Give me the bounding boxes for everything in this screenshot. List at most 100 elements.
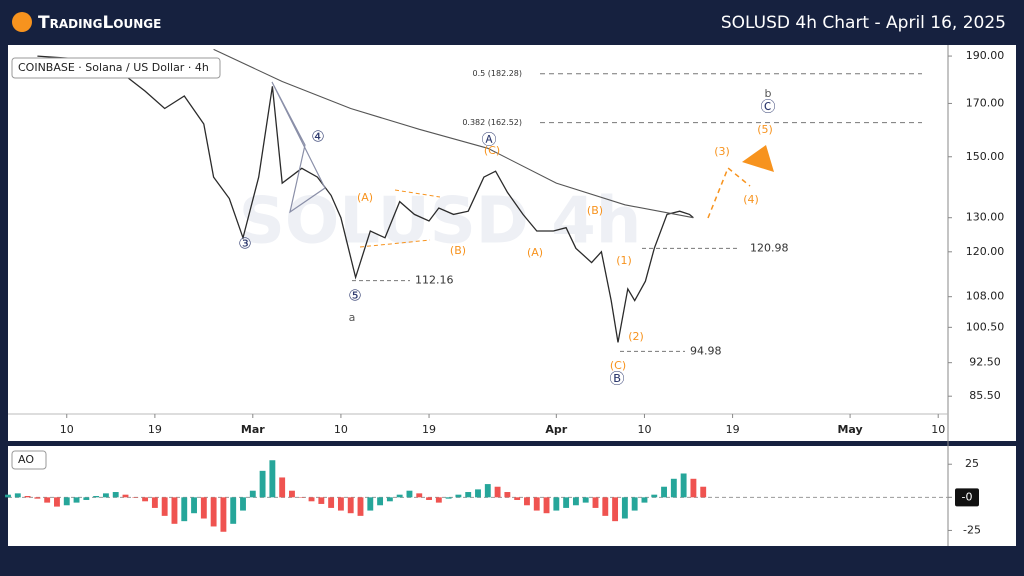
ao-bar	[367, 497, 374, 511]
y-tick-label: 120.00	[966, 245, 1005, 258]
ao-bar	[112, 492, 119, 498]
y-tick-label: 25	[965, 457, 979, 470]
y-tick-label: 190.00	[966, 49, 1005, 62]
ao-bar	[328, 497, 335, 508]
ao-bar	[416, 493, 423, 498]
triangle-pattern	[271, 81, 326, 214]
ao-bar	[680, 473, 687, 498]
wave-label: (3)	[714, 145, 730, 158]
wave-label: (B)	[587, 204, 603, 217]
x-tick-label: 19	[148, 423, 162, 436]
ao-bar	[533, 497, 540, 511]
watermark: SOLUSD 4h	[239, 185, 642, 259]
level-label: 120.98	[750, 241, 789, 254]
ao-bar	[171, 497, 178, 524]
legend-text: COINBASE · Solana / US Dollar · 4h	[18, 61, 209, 74]
fib-label: 0.5 (182.28)	[473, 69, 523, 78]
price-line	[37, 55, 694, 343]
ao-bar	[240, 497, 246, 511]
wave-label: (4)	[743, 193, 759, 206]
y-tick-label: 130.00	[966, 211, 1005, 224]
ao-bar	[670, 478, 677, 498]
target-arrow	[742, 145, 774, 172]
ao-bar	[337, 497, 344, 511]
wave-label: (2)	[628, 330, 644, 343]
wave-label: a	[349, 311, 356, 324]
x-tick-label: 10	[637, 423, 651, 436]
ao-bar	[308, 497, 315, 502]
ao-bar	[210, 497, 217, 527]
projection-line	[707, 166, 751, 219]
wave-label: (B)	[450, 244, 466, 257]
x-tick-label: 19	[422, 423, 436, 436]
ao-bar	[553, 497, 560, 511]
logo-icon	[12, 12, 32, 32]
ao-bar	[484, 484, 491, 498]
legend-box	[11, 450, 47, 470]
ao-bar	[5, 494, 11, 498]
wave-label: ④	[311, 128, 324, 146]
y-tick-label: 100.50	[966, 320, 1005, 333]
ao-bar	[700, 486, 707, 498]
x-tick-label: Mar	[241, 423, 265, 436]
ao-bar	[631, 497, 638, 511]
ao-bar	[279, 477, 286, 498]
ao-bar	[465, 492, 472, 498]
y-tick-label: 85.50	[969, 389, 1001, 402]
wave-label: ⑤	[348, 287, 361, 305]
ao-bar	[563, 497, 570, 508]
wave-label: Ⓑ	[609, 370, 624, 388]
x-tick-label: Apr	[545, 423, 567, 436]
ao-bar	[475, 489, 481, 498]
ao-bar	[249, 490, 256, 498]
x-tick-label: May	[837, 423, 862, 436]
ao-bar	[504, 492, 511, 498]
price-panel	[8, 45, 1016, 441]
wave-label: (1)	[616, 254, 632, 267]
ao-bar	[592, 497, 599, 508]
ao-bar	[494, 486, 501, 498]
ao-bar	[651, 494, 658, 498]
ao-bar	[406, 490, 413, 498]
ao-bar	[357, 497, 364, 516]
ao-bar	[612, 497, 619, 522]
ao-bar	[200, 497, 207, 519]
wave-label: (A)	[527, 246, 543, 259]
price-plot	[37, 48, 694, 343]
ao-bar	[514, 497, 521, 500]
header-title: SOLUSD 4h Chart - April 16, 2025	[721, 13, 1006, 33]
ao-bar	[690, 478, 697, 498]
ao-bar	[14, 493, 21, 498]
ao-bar	[455, 494, 462, 498]
ao-bar	[161, 497, 168, 516]
wave-label: Ⓐ	[481, 131, 496, 149]
ao-bar	[73, 497, 80, 503]
fib-label: 0.382 (162.52)	[462, 118, 522, 127]
ao-bar	[377, 497, 384, 506]
ao-bar	[191, 497, 197, 514]
ao-panel	[8, 446, 1016, 546]
ao-bar	[572, 497, 579, 506]
ao-bar	[24, 496, 31, 498]
y-tick-label: 150.00	[966, 150, 1005, 163]
wave-label: (5)	[757, 123, 773, 136]
ao-bar	[259, 470, 266, 498]
ao-bar	[230, 497, 237, 524]
ao-bar	[122, 494, 129, 498]
ao-bar	[102, 493, 109, 498]
ao-bar	[132, 497, 139, 498]
ao-bar	[582, 497, 589, 503]
legend-box	[11, 57, 221, 79]
wedge-line	[394, 189, 441, 198]
x-tick-label: 10	[60, 423, 74, 436]
ao-bar	[34, 497, 41, 499]
ao-bar	[524, 497, 530, 506]
ao-bar	[602, 497, 609, 516]
wave-label: (A)	[357, 191, 373, 204]
ao-bar	[54, 497, 60, 507]
ao-bar	[142, 497, 149, 502]
ao-bar	[289, 490, 295, 498]
ao-bar	[44, 497, 51, 503]
value-badge	[955, 488, 979, 507]
